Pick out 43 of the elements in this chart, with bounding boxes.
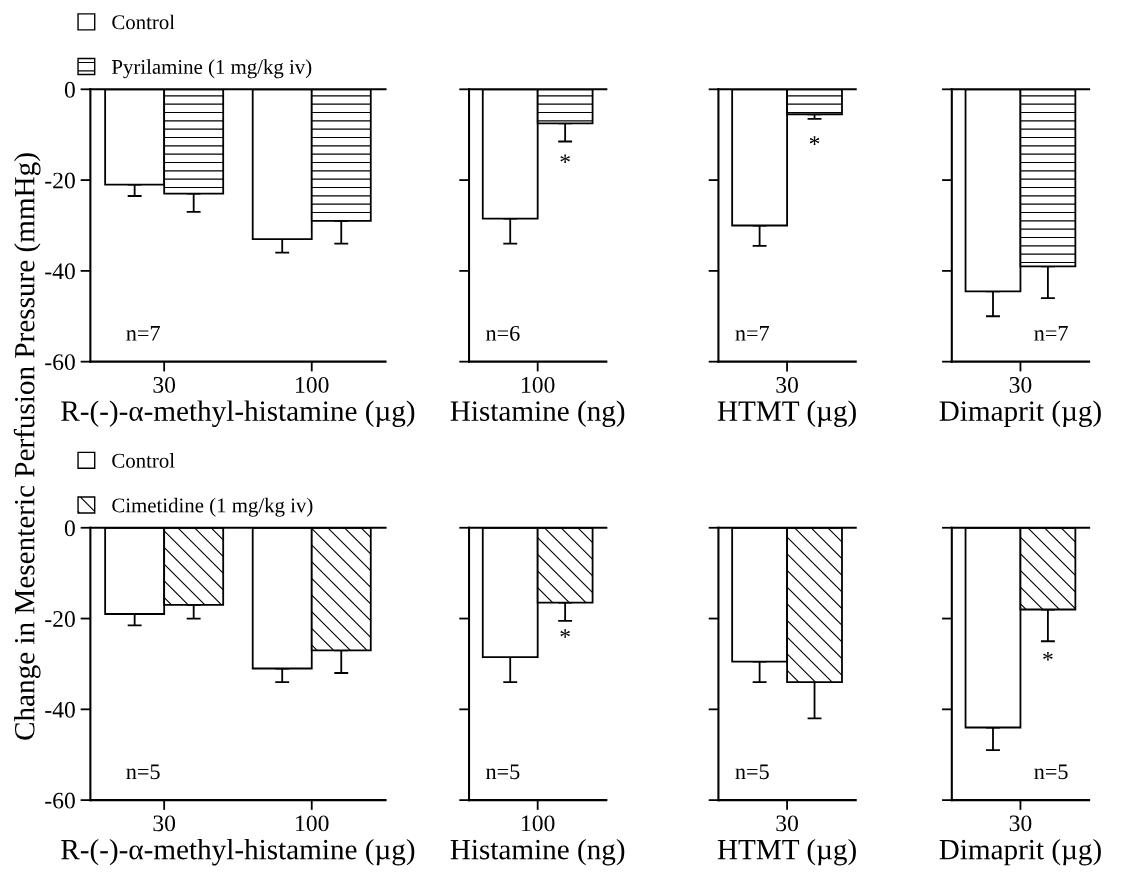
y-tick-label: -20	[45, 611, 75, 627]
x-axis-title: Histamine (ng)	[450, 400, 625, 427]
x-axis-title: R-(-)-α-methyl-histamine (µg)	[61, 400, 415, 427]
y-tick-label: 0	[64, 81, 75, 98]
annotation: n=6	[486, 325, 520, 341]
x-axis-title: Histamine (ng)	[450, 838, 625, 866]
y-tick-label: -60	[45, 354, 75, 371]
y-tick-label: -40	[45, 263, 75, 280]
x-tick-label: 30	[153, 815, 176, 832]
x-tick-label: 30	[1009, 815, 1032, 832]
x-axis-title: Dimaprit (µg)	[939, 400, 1101, 427]
x-axis-title: Dimaprit (µg)	[939, 838, 1101, 866]
annotation: *	[1043, 651, 1053, 661]
annotation: n=7	[1034, 326, 1068, 341]
annotation: *	[560, 154, 570, 164]
x-tick-label: 30	[153, 376, 176, 393]
y-tick-label: -60	[45, 792, 75, 809]
x-tick-label: 30	[776, 376, 798, 393]
legend-label: Pyrilamine (1 mg/kg iv)	[111, 59, 312, 79]
y-axis-title: Change in Mesenteric Perfusion Pressure (mmHg)	[13, 153, 41, 740]
legend-label: Control	[112, 453, 175, 468]
x-axis-title: HTMT (µg)	[717, 838, 856, 866]
y-tick-label: -20	[45, 172, 75, 189]
x-tick-label: 30	[776, 815, 798, 832]
y-tick-label: -40	[45, 701, 75, 718]
annotation: n=5	[486, 764, 520, 780]
legend-label: Control	[112, 14, 175, 30]
annotation: *	[560, 629, 570, 638]
legend-label: Cimetidine (1 mg/kg iv)	[112, 497, 313, 517]
annotation: n=5	[126, 764, 160, 780]
y-tick-label: 0	[64, 520, 75, 537]
annotation: n=5	[735, 764, 769, 780]
annotation: *	[809, 136, 820, 145]
annotation: n=7	[735, 326, 770, 341]
annotation: n=7	[126, 326, 160, 341]
x-axis-title: HTMT (µg)	[717, 400, 856, 427]
x-tick-label: 100	[296, 376, 329, 393]
x-tick-label: 30	[1009, 376, 1032, 393]
x-tick-label: 100	[296, 815, 329, 832]
x-axis-title: R-(-)-α-methyl-histamine (µg)	[61, 838, 415, 866]
x-tick-label: 100	[522, 815, 555, 832]
x-tick-label: 100	[522, 376, 555, 393]
annotation: n=5	[1034, 764, 1068, 780]
